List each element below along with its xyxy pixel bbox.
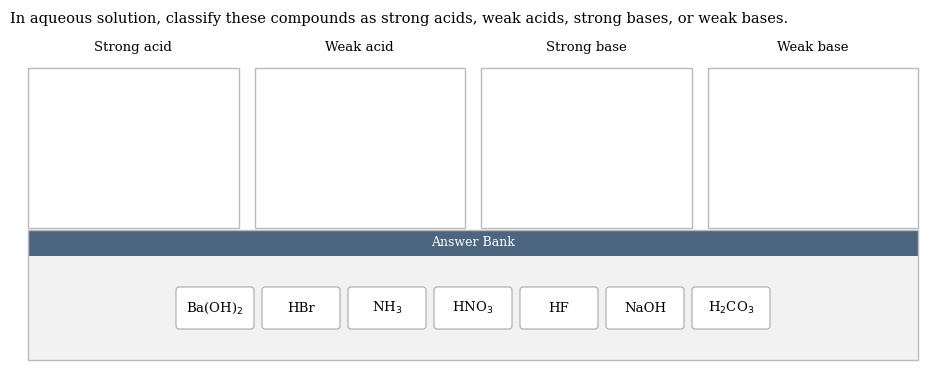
Text: H$_2$CO$_3$: H$_2$CO$_3$	[708, 300, 754, 316]
Text: Answer Bank: Answer Bank	[431, 237, 515, 249]
FancyBboxPatch shape	[28, 256, 918, 360]
FancyBboxPatch shape	[520, 287, 598, 329]
FancyBboxPatch shape	[262, 287, 340, 329]
Text: HNO$_3$: HNO$_3$	[452, 300, 494, 316]
FancyBboxPatch shape	[606, 287, 684, 329]
Text: Weak acid: Weak acid	[325, 41, 394, 54]
Text: NaOH: NaOH	[624, 301, 666, 314]
Text: HF: HF	[549, 301, 569, 314]
FancyBboxPatch shape	[434, 287, 512, 329]
FancyBboxPatch shape	[254, 68, 465, 228]
FancyBboxPatch shape	[692, 287, 770, 329]
FancyBboxPatch shape	[28, 68, 238, 228]
Text: Strong acid: Strong acid	[95, 41, 172, 54]
Text: NH$_3$: NH$_3$	[372, 300, 402, 316]
Text: Weak base: Weak base	[777, 41, 849, 54]
FancyBboxPatch shape	[176, 287, 254, 329]
FancyBboxPatch shape	[348, 287, 426, 329]
Text: HBr: HBr	[288, 301, 315, 314]
Text: Strong base: Strong base	[546, 41, 626, 54]
FancyBboxPatch shape	[28, 230, 918, 256]
Text: Ba(OH)$_2$: Ba(OH)$_2$	[186, 300, 244, 315]
Text: In aqueous solution, classify these compounds as strong acids, weak acids, stron: In aqueous solution, classify these comp…	[10, 12, 788, 26]
FancyBboxPatch shape	[708, 68, 918, 228]
FancyBboxPatch shape	[481, 68, 692, 228]
